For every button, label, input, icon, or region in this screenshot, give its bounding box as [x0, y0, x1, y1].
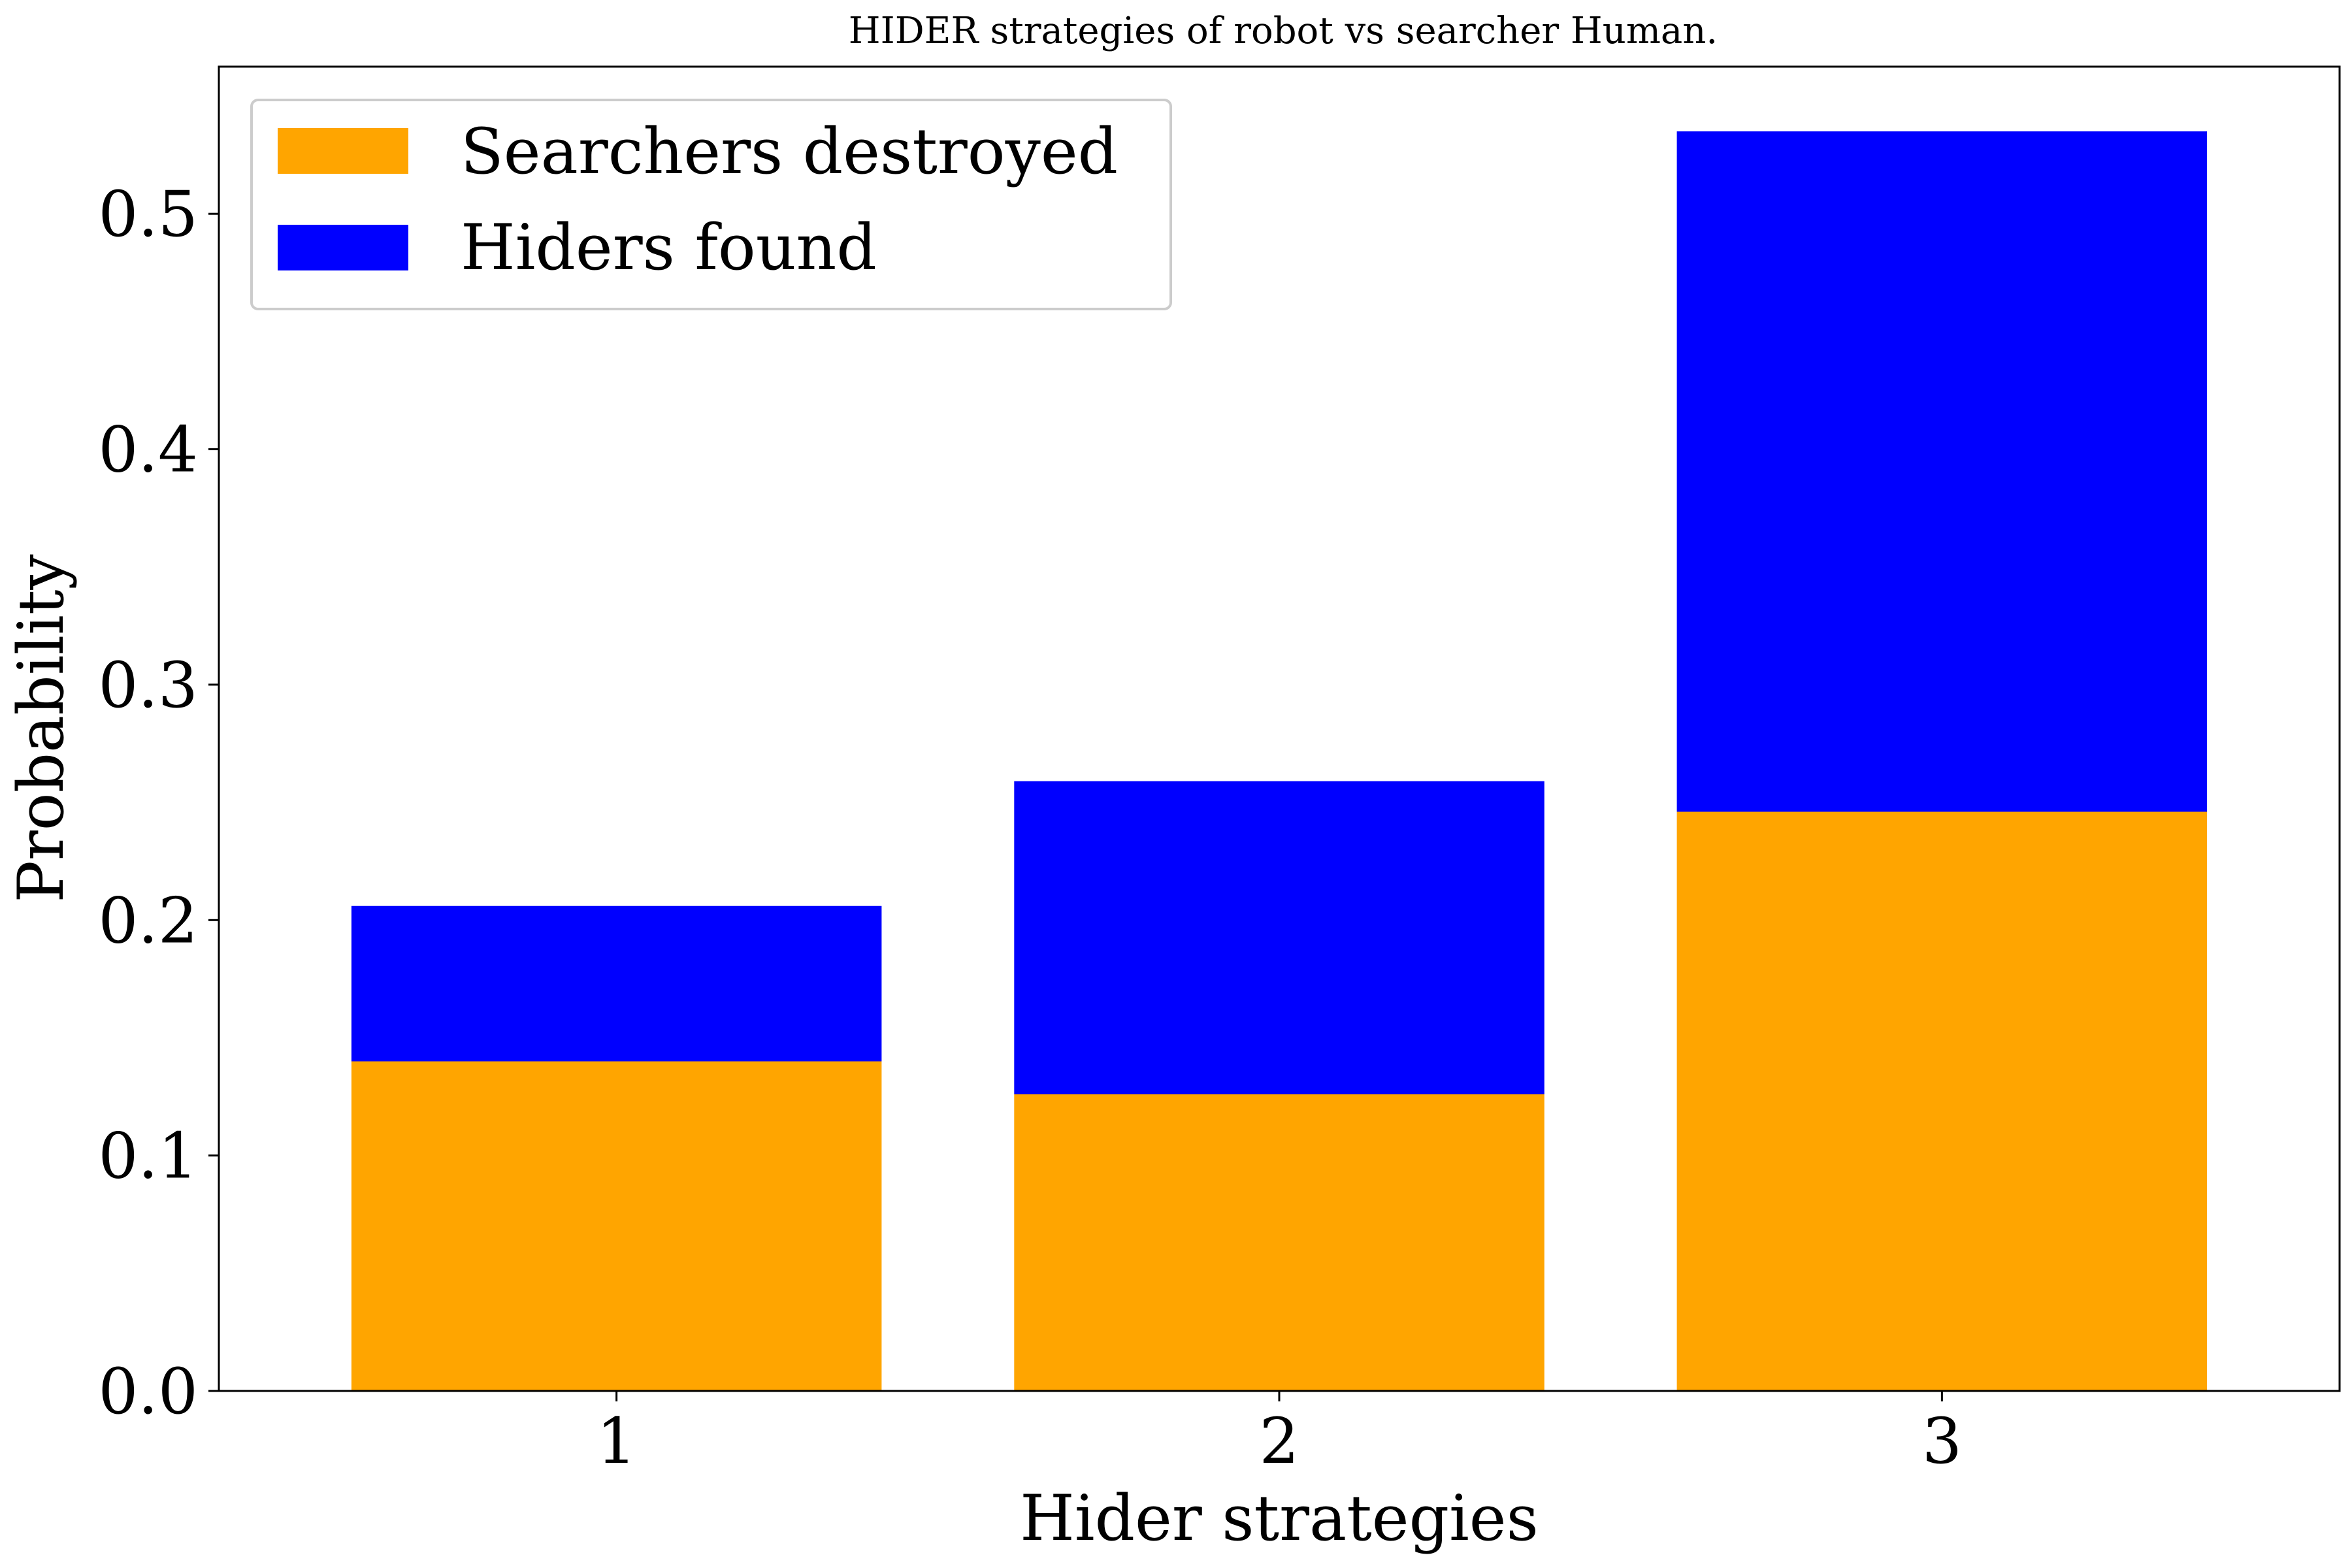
- bar-hiders-found-2: [1014, 781, 1544, 1094]
- y-tick-label: 0.5: [98, 178, 198, 251]
- legend-swatch-hiders-found: [278, 225, 408, 270]
- legend-frame: [250, 99, 1172, 310]
- x-tick-label: 3: [1922, 1405, 1962, 1478]
- y-tick-label: 0.1: [98, 1120, 198, 1193]
- y-tick-label: 0.0: [98, 1355, 198, 1428]
- bar-searchers-destroyed-1: [351, 1061, 882, 1391]
- legend-label-hiders-found: Hiders found: [461, 211, 877, 284]
- bars-group: [351, 131, 2208, 1391]
- legend-swatch-searchers-destroyed: [278, 128, 408, 174]
- x-tick-label: 1: [596, 1405, 636, 1478]
- x-tick-label: 2: [1259, 1405, 1299, 1478]
- chart-title: HIDER strategies of robot vs searcher Hu…: [849, 10, 1718, 52]
- bar-hiders-found-3: [1676, 131, 2208, 812]
- y-tick-label: 0.3: [98, 649, 198, 722]
- legend-label-searchers-destroyed: Searchers destroyed: [461, 115, 1118, 188]
- y-axis-ticks: 0.0 0.1 0.2 0.3 0.4 0.5: [98, 178, 219, 1428]
- bar-searchers-destroyed-3: [1676, 811, 2208, 1391]
- y-tick-label: 0.2: [98, 884, 198, 957]
- x-axis-label: Hider strategies: [1020, 1482, 1539, 1555]
- bar-searchers-destroyed-2: [1014, 1094, 1544, 1391]
- y-tick-label: 0.4: [98, 414, 198, 487]
- x-axis-ticks: 1 2 3: [596, 1391, 1962, 1478]
- bar-hiders-found-1: [351, 906, 882, 1062]
- legend: Searchers destroyed Hiders found: [250, 99, 1172, 310]
- y-axis-label: Probability: [5, 554, 78, 902]
